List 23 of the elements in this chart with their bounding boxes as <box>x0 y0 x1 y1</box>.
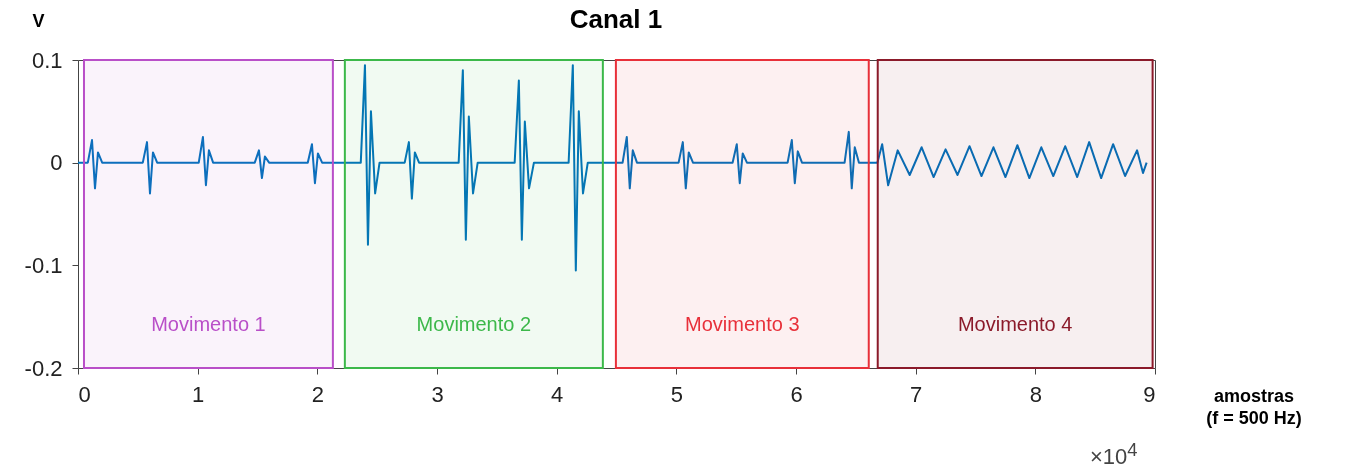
y-tick-label: 0 <box>50 150 63 176</box>
x-axis-title: amostras (f = 500 Hz) <box>1206 386 1302 428</box>
y-tick-label: -0.1 <box>24 252 63 278</box>
x-tick-label: 0 <box>78 381 91 407</box>
x-tick-label: 9 <box>1143 381 1156 407</box>
band-label: Movimento 1 <box>151 313 266 335</box>
x-tick-label: 5 <box>670 381 683 407</box>
x-tick-label: 3 <box>431 381 444 407</box>
band-label: Movimento 3 <box>685 313 800 335</box>
chart-title: Canal 1 <box>569 4 663 34</box>
y-tick-label: 0.1 <box>31 47 63 73</box>
line-series <box>78 64 1148 272</box>
x-tick-label: 2 <box>311 381 324 407</box>
x-tick-label: 4 <box>551 381 564 407</box>
x-tick-label: 8 <box>1029 381 1042 407</box>
x-tick-label: 1 <box>192 381 205 407</box>
band-label: Movimento 2 <box>416 313 532 335</box>
band-label: Movimento 4 <box>957 313 1073 335</box>
x-tick-label: 6 <box>790 381 803 407</box>
y-tick-label: -0.2 <box>24 355 63 381</box>
x-tick-label: 7 <box>910 381 923 407</box>
y-axis-title: V <box>32 10 45 31</box>
text: ×10$^{4}$ <box>1090 438 1138 472</box>
